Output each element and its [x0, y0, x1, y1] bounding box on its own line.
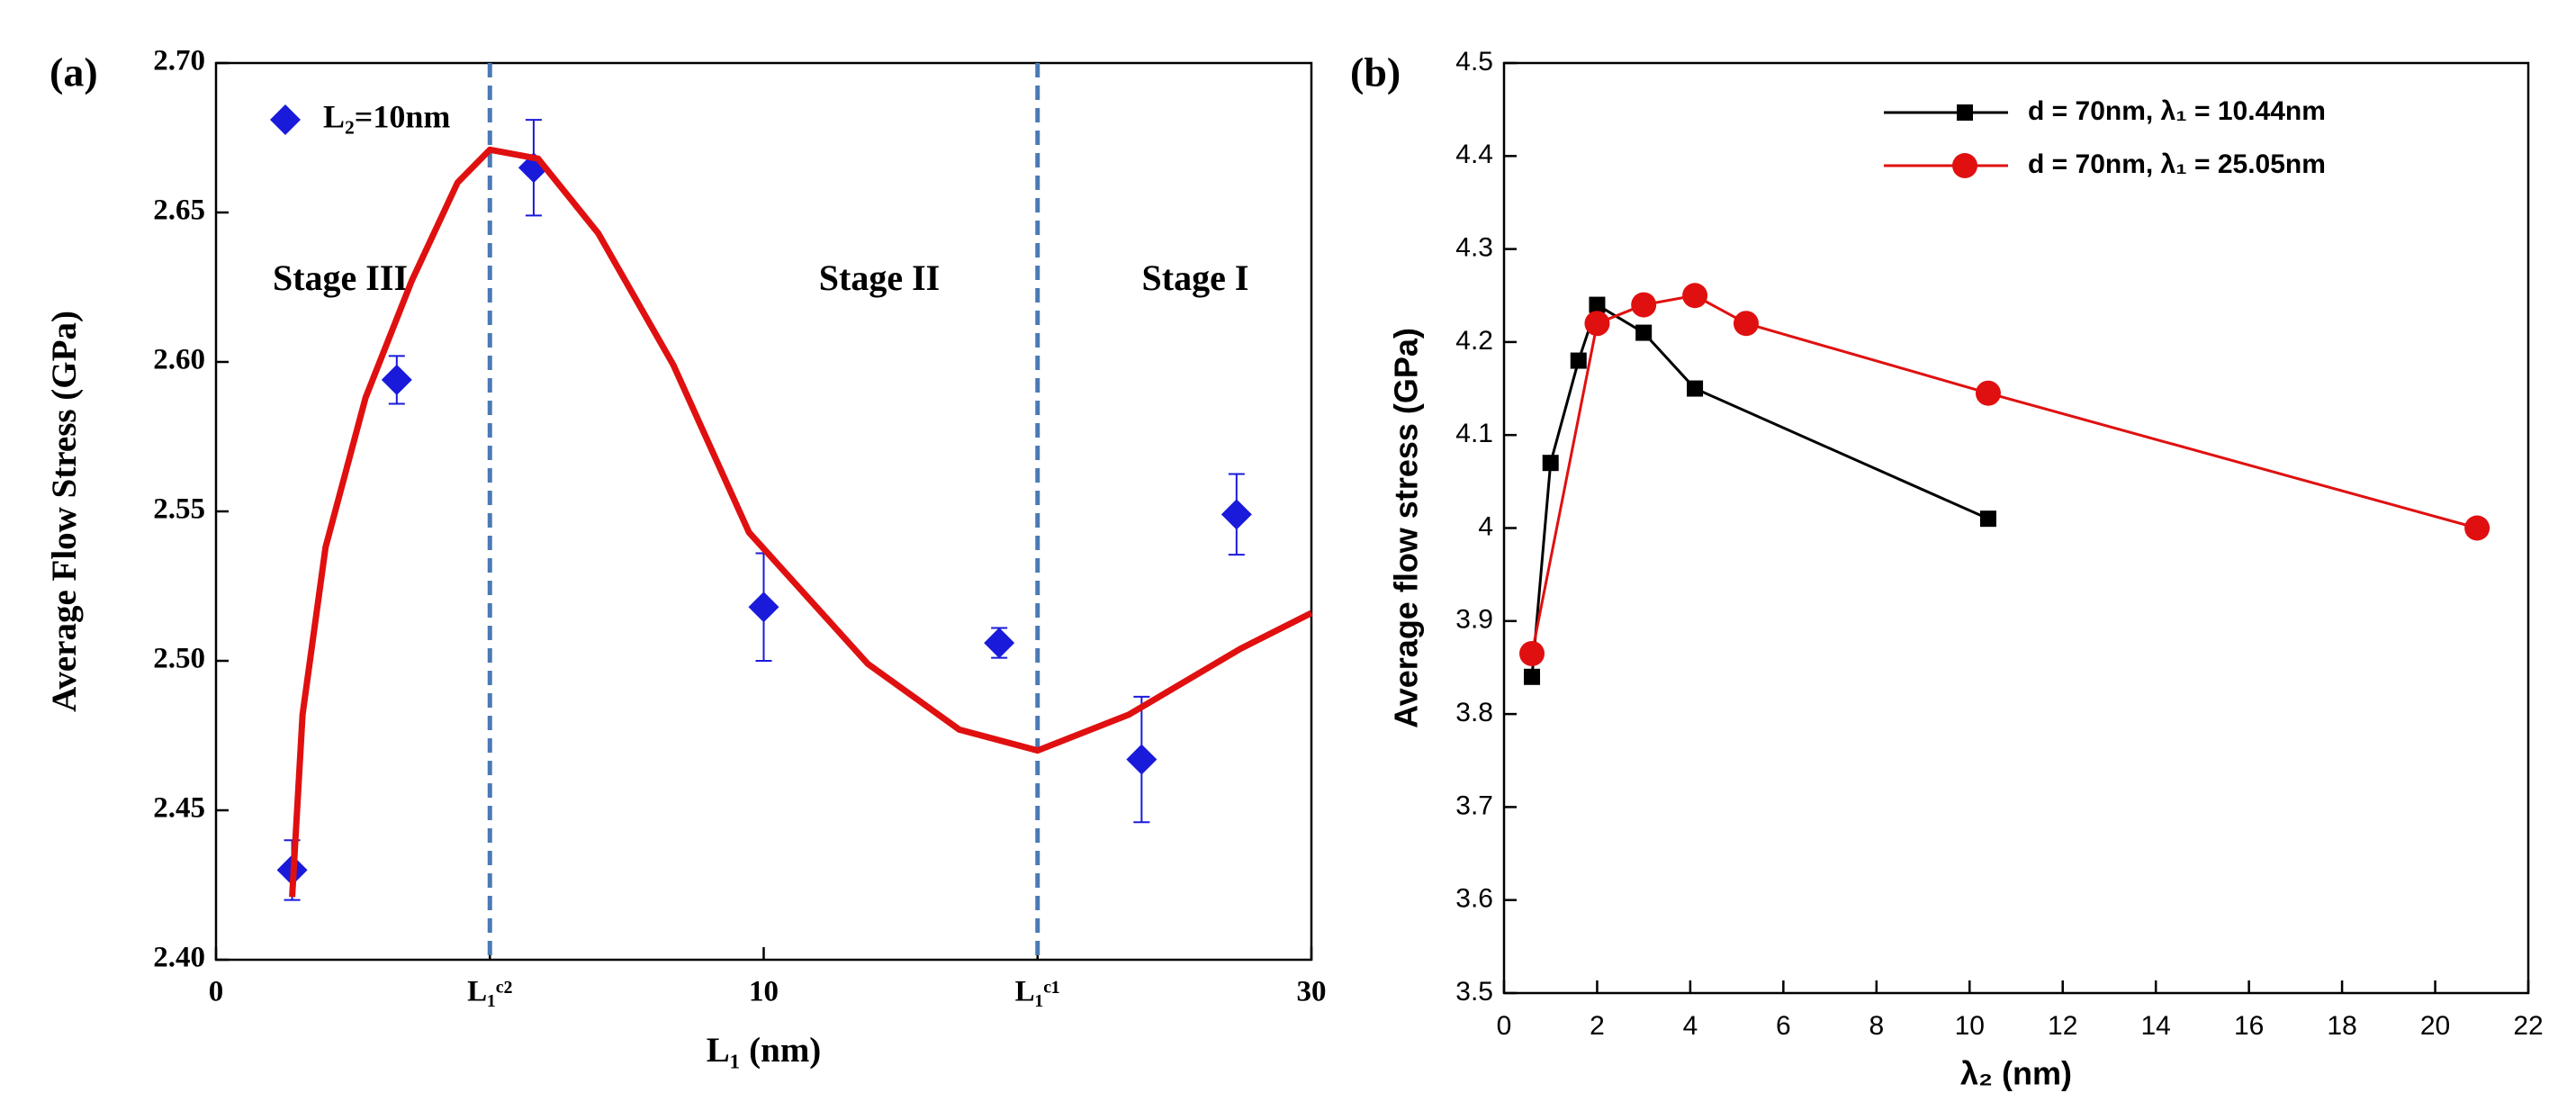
- series-line: [1530, 303, 1989, 677]
- x-tick-label: 20: [2420, 1011, 2450, 1041]
- marker: [1126, 744, 1157, 775]
- legend-label: d = 70nm, λ₁ = 25.05nm: [2028, 149, 2326, 179]
- legend-label: L₂=10nm: [323, 98, 450, 134]
- y-tick-label: 4.1: [1455, 419, 1493, 448]
- x-tick-label: 0: [1497, 1011, 1512, 1041]
- x-tick-label: 0: [209, 976, 224, 1008]
- x-tick-label: 30: [1297, 976, 1327, 1008]
- y-tick-label: 2.70: [153, 45, 205, 77]
- x-tick-label: 12: [2048, 1011, 2077, 1041]
- y-tick-label: 2.45: [153, 792, 205, 825]
- marker: [1589, 296, 1606, 313]
- marker: [1957, 104, 1973, 121]
- panel-label: (a): [50, 50, 98, 95]
- marker: [270, 104, 301, 135]
- y-tick-label: 2.55: [153, 493, 205, 526]
- marker: [1542, 455, 1559, 472]
- marker: [2464, 515, 2490, 541]
- marker: [1979, 510, 1996, 528]
- marker: [1635, 324, 1653, 341]
- panel-label: (b): [1350, 50, 1401, 95]
- chart: 2.40 2.45 2.50 2.55 2.60 2.65 2.70 0 L₁ᶜ² 10 L₁ᶜ¹ 3…: [45, 45, 1327, 1070]
- chart: 3.5 3.6 3.7 3.8 3.9 4 4.1 4.2 4.3 4.4 4.5 0 2 4 6 8 10 12…: [1350, 47, 2544, 1092]
- marker: [381, 364, 412, 395]
- marker: [984, 628, 1015, 659]
- y-tick-label: 3.7: [1455, 790, 1493, 820]
- y-tick-label: 4.5: [1455, 47, 1493, 77]
- x-tick-label: 10: [749, 976, 779, 1008]
- marker: [748, 592, 779, 623]
- marker: [1524, 668, 1541, 685]
- plot-frame: [1502, 61, 2530, 995]
- marker: [1733, 311, 1759, 337]
- x-tick-label: 4: [1683, 1011, 1698, 1041]
- marker: [1220, 499, 1252, 530]
- x-tick-label: 10: [1955, 1011, 1985, 1041]
- x-axis-label: λ₂ (nm): [1960, 1055, 2072, 1092]
- y-tick-label: 2.40: [153, 942, 205, 974]
- series-line: [1530, 294, 2478, 655]
- y-tick-label: 4.2: [1455, 326, 1493, 356]
- x-tick-label: 18: [2327, 1011, 2356, 1041]
- annotation: Stage I: [1142, 257, 1249, 298]
- x-tick-label: 14: [2140, 1011, 2170, 1041]
- x-tick-label: 6: [1776, 1011, 1791, 1041]
- marker: [1682, 283, 1708, 309]
- x-tick-label: 2: [1590, 1011, 1605, 1041]
- marker: [1570, 352, 1587, 369]
- y-tick-label: 2.65: [153, 194, 205, 227]
- y-axis-label: Average flow stress (GPa): [1388, 328, 1425, 728]
- y-tick-label: 3.5: [1455, 977, 1493, 1007]
- x-tick-label: L₁ᶜ²: [467, 976, 512, 1008]
- annotation: Stage II: [819, 257, 940, 298]
- y-tick-label: 4.4: [1455, 140, 1493, 169]
- legend-label: d = 70nm, λ₁ = 10.44nm: [2028, 96, 2326, 126]
- x-tick-label: 22: [2513, 1011, 2543, 1041]
- marker: [1687, 380, 1704, 397]
- marker: [1519, 640, 1545, 666]
- y-tick-label: 2.50: [153, 643, 205, 675]
- marker: [1584, 311, 1610, 337]
- y-tick-label: 3.8: [1455, 698, 1493, 727]
- y-tick-label: 2.60: [153, 344, 205, 376]
- marker: [1631, 292, 1657, 318]
- series-line: [289, 146, 1313, 898]
- marker: [1975, 380, 2001, 406]
- x-axis-label: L₁ (nm): [707, 1031, 822, 1070]
- y-axis-label: Average Flow Stress (GPa): [45, 311, 84, 712]
- y-tick-label: 4: [1478, 511, 1493, 541]
- y-tick-label: 4.3: [1455, 233, 1493, 263]
- x-tick-label: L₁ᶜ¹: [1015, 976, 1060, 1008]
- y-tick-label: 3.6: [1455, 884, 1493, 914]
- x-tick-label: 8: [1869, 1011, 1884, 1041]
- marker: [1952, 153, 1977, 178]
- y-tick-label: 3.9: [1455, 605, 1493, 635]
- plot-frame: [214, 61, 1313, 962]
- annotation: Stage III: [273, 257, 408, 298]
- x-tick-label: 16: [2234, 1011, 2264, 1041]
